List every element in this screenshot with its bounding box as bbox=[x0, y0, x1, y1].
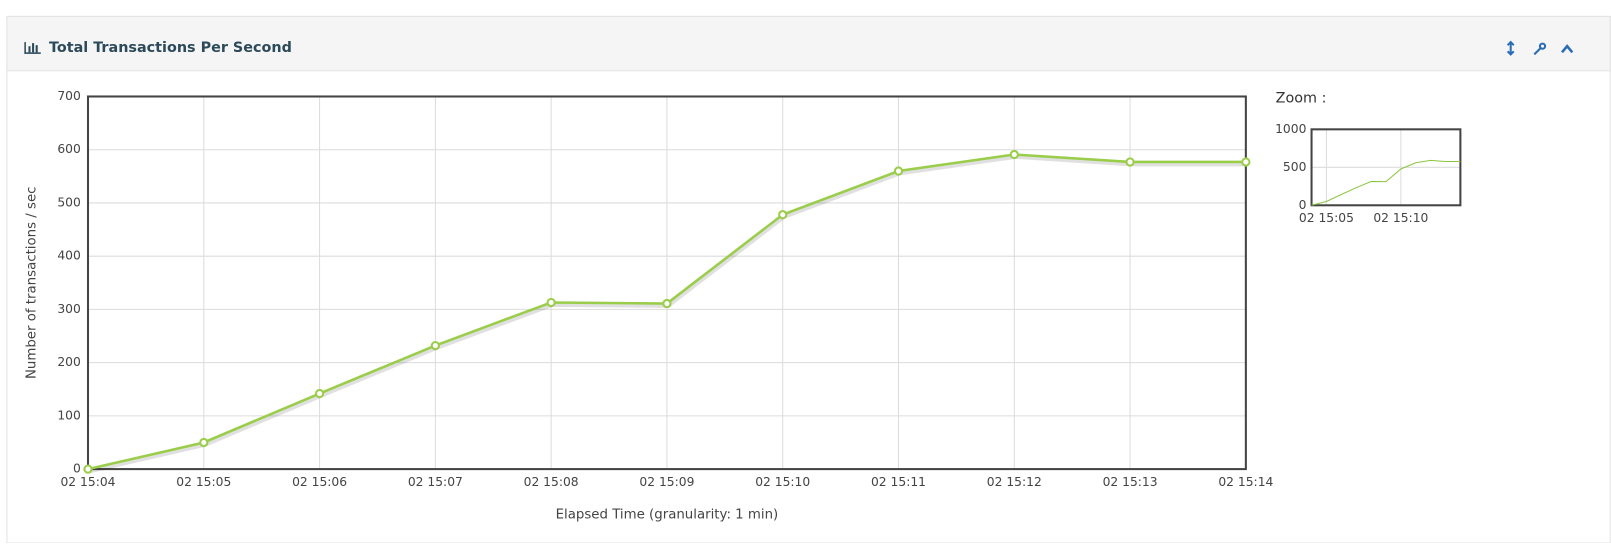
point-marker bbox=[662, 298, 672, 309]
x-tick-label: 02 15:13 bbox=[1103, 475, 1158, 489]
point-marker bbox=[1241, 157, 1251, 167]
point-marker bbox=[778, 210, 788, 220]
settings-button[interactable] bbox=[1533, 42, 1547, 56]
x-tick-label: 02 15:05 bbox=[176, 475, 231, 489]
y-tick-label: 500 bbox=[57, 195, 80, 209]
point-marker bbox=[893, 166, 904, 176]
y-tick-label: 700 bbox=[57, 89, 80, 103]
x-tick-label: 02 15:14 bbox=[1218, 475, 1273, 489]
x-tick-label: 02 15:10 bbox=[755, 475, 810, 489]
x-tick-label: 02 15:05 bbox=[1299, 211, 1354, 225]
plot-frame bbox=[1310, 128, 1462, 207]
point-marker bbox=[1009, 149, 1019, 160]
y-axis-label: Number of transactions / sec bbox=[25, 187, 40, 380]
y-tick-label: 600 bbox=[57, 142, 80, 156]
x-tick-label: 02 15:11 bbox=[871, 475, 926, 489]
point-marker bbox=[1125, 157, 1135, 167]
resize-button[interactable] bbox=[1506, 40, 1515, 56]
y-tick-label: 0 bbox=[73, 462, 81, 476]
collapse-button[interactable] bbox=[1561, 44, 1574, 54]
panel-header bbox=[6, 15, 1611, 72]
panel-title: Total Transactions Per Second bbox=[49, 40, 292, 56]
x-tick-label: 02 15:06 bbox=[292, 475, 347, 489]
panel-frame bbox=[6, 15, 1611, 544]
x-tick-label: 02 15:07 bbox=[408, 475, 463, 489]
chart-icon bbox=[24, 42, 41, 54]
point-marker bbox=[546, 297, 556, 308]
y-tick-label: 300 bbox=[57, 302, 80, 316]
point-marker bbox=[430, 340, 440, 351]
y-tick-label: 0 bbox=[1299, 198, 1307, 212]
x-tick-label: 02 15:09 bbox=[639, 475, 694, 489]
plot-frame bbox=[86, 95, 1247, 471]
y-tick-label: 100 bbox=[57, 408, 80, 422]
x-tick-label: 02 15:04 bbox=[61, 475, 116, 489]
point-marker bbox=[199, 437, 209, 448]
x-tick-label: 02 15:12 bbox=[987, 475, 1042, 489]
x-tick-label: 02 15:08 bbox=[524, 475, 579, 489]
point-marker bbox=[83, 464, 93, 474]
x-tick-label: 02 15:10 bbox=[1373, 211, 1428, 225]
y-tick-label: 200 bbox=[57, 355, 80, 369]
y-tick-label: 400 bbox=[57, 249, 80, 263]
x-axis-label: Elapsed Time (granularity: 1 min) bbox=[556, 507, 779, 522]
y-tick-label: 500 bbox=[1283, 160, 1306, 174]
point-marker bbox=[314, 388, 325, 399]
y-tick-label: 1000 bbox=[1275, 122, 1306, 136]
series-line bbox=[1311, 159, 1461, 206]
zoom-title: Zoom : bbox=[1276, 91, 1327, 107]
